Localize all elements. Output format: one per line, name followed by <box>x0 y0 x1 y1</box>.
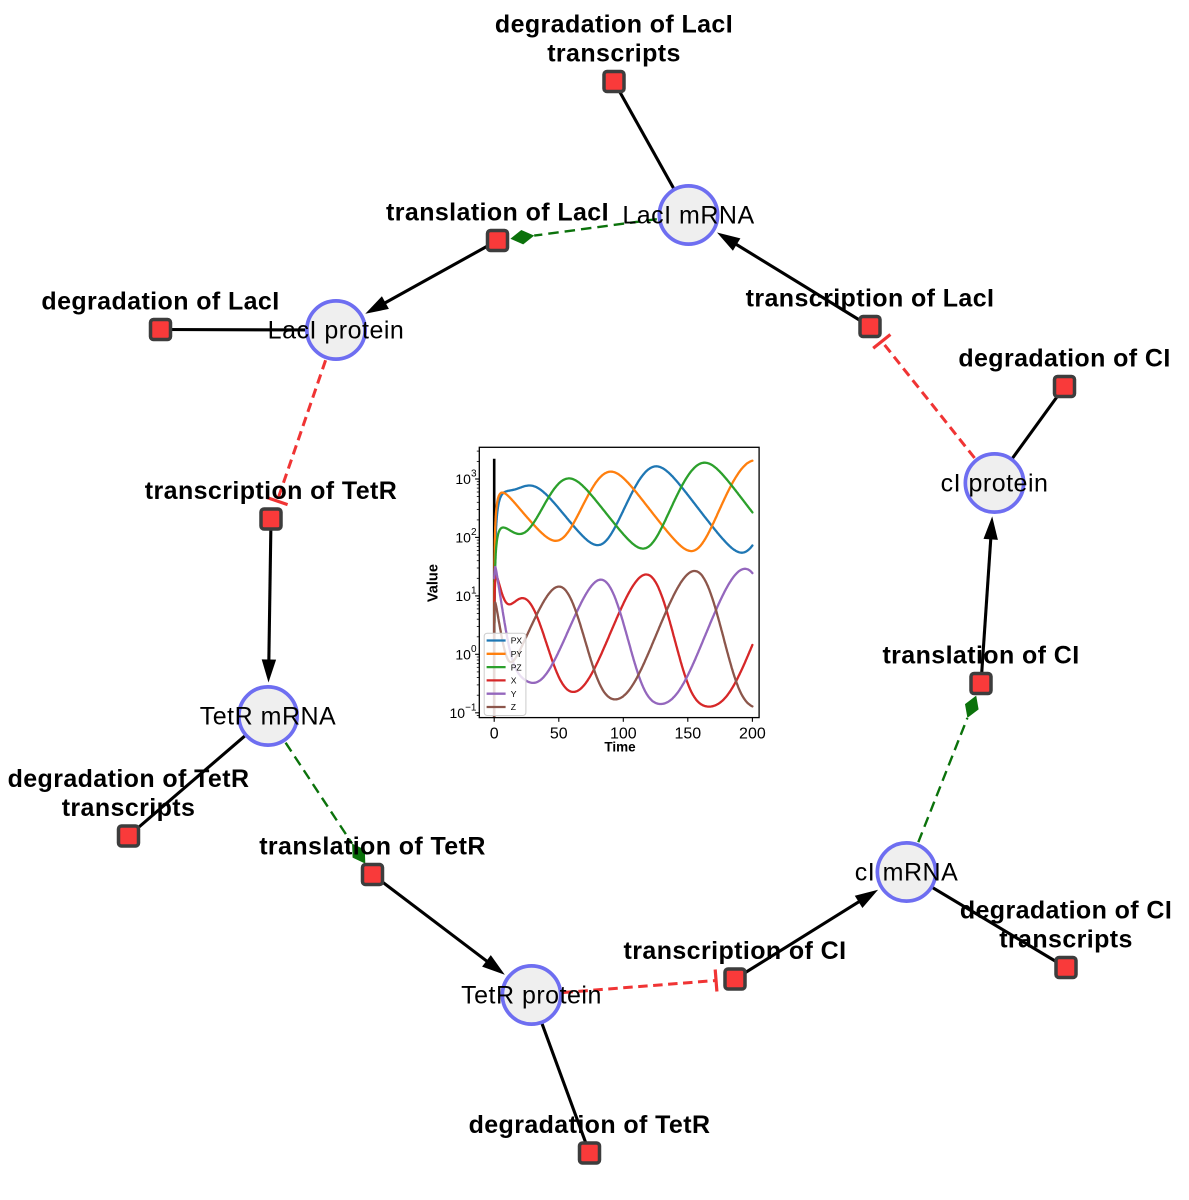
svg-text:degradation of LacI: degradation of LacI <box>41 288 279 316</box>
svg-text:cI mRNA: cI mRNA <box>855 859 959 887</box>
svg-text:Z: Z <box>511 702 516 712</box>
svg-text:X: X <box>511 676 517 686</box>
svg-text:TetR protein: TetR protein <box>461 982 602 1010</box>
svg-text:degradation of TetR: degradation of TetR <box>469 1111 711 1139</box>
svg-text:LacI mRNA: LacI mRNA <box>622 202 754 230</box>
svg-text:PX: PX <box>511 636 523 646</box>
svg-text:degradation of TetR: degradation of TetR <box>8 765 250 793</box>
svg-text:degradation of CI: degradation of CI <box>960 897 1172 925</box>
svg-text:Y: Y <box>511 689 517 699</box>
svg-text:100: 100 <box>610 725 637 742</box>
svg-text:200: 200 <box>739 725 766 742</box>
svg-text:cI protein: cI protein <box>941 470 1049 498</box>
svg-text:PY: PY <box>511 649 523 659</box>
svg-text:transcripts: transcripts <box>999 926 1133 954</box>
svg-text:translation of LacI: translation of LacI <box>386 199 609 227</box>
svg-text:150: 150 <box>674 725 701 742</box>
svg-text:PZ: PZ <box>511 662 522 672</box>
svg-text:0: 0 <box>490 725 499 742</box>
svg-text:Time: Time <box>604 740 636 755</box>
svg-text:translation of TetR: translation of TetR <box>259 833 486 861</box>
svg-text:transcripts: transcripts <box>62 794 196 822</box>
svg-text:degradation of CI: degradation of CI <box>958 345 1170 373</box>
svg-text:transcription of TetR: transcription of TetR <box>145 477 397 505</box>
svg-text:Value: Value <box>426 564 442 602</box>
svg-text:50: 50 <box>550 725 568 742</box>
svg-text:transcripts: transcripts <box>547 40 681 68</box>
svg-text:TetR mRNA: TetR mRNA <box>200 703 336 731</box>
svg-text:transcription of LacI: transcription of LacI <box>746 285 995 313</box>
svg-text:degradation of LacI: degradation of LacI <box>495 11 733 39</box>
svg-text:translation of CI: translation of CI <box>882 642 1079 670</box>
svg-text:LacI protein: LacI protein <box>268 317 405 345</box>
svg-text:transcription of CI: transcription of CI <box>624 937 847 965</box>
